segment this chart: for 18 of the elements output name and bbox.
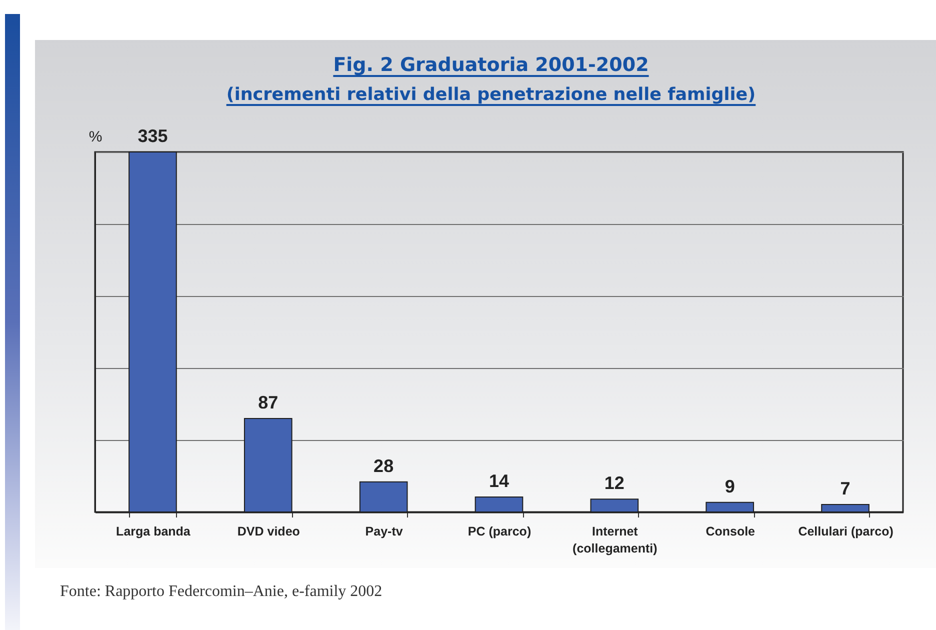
data-label: 28 [374,456,394,476]
x-tick-label: Pay-tv [365,524,403,538]
data-label: 335 [138,126,168,146]
data-label: 9 [724,476,735,496]
x-tick-label: Larga banda [116,524,192,538]
x-tick-label: Console [706,524,756,538]
chart-subtitle: (incrementi relativi della penetrazione nelle famiglie) [226,85,756,105]
data-label: 87 [258,392,278,413]
x-tick-label: DVD video [237,524,300,538]
data-label: 12 [604,473,624,494]
data-label: 7 [840,478,850,498]
y-axis-title: % [88,128,102,146]
x-tick-label: PC (parco) [468,524,532,538]
chart-title: Fig. 2 Graduatoria 2001-2002 [333,54,649,76]
data-label: 14 [488,470,510,491]
source-note: Fonte: Rapporto Federcomin–Anie, e-family 2002 [60,583,382,601]
x-tick-label: Internet (collegamenti) [572,524,658,556]
x-tick-label: Cellulari (parco) [798,524,894,538]
